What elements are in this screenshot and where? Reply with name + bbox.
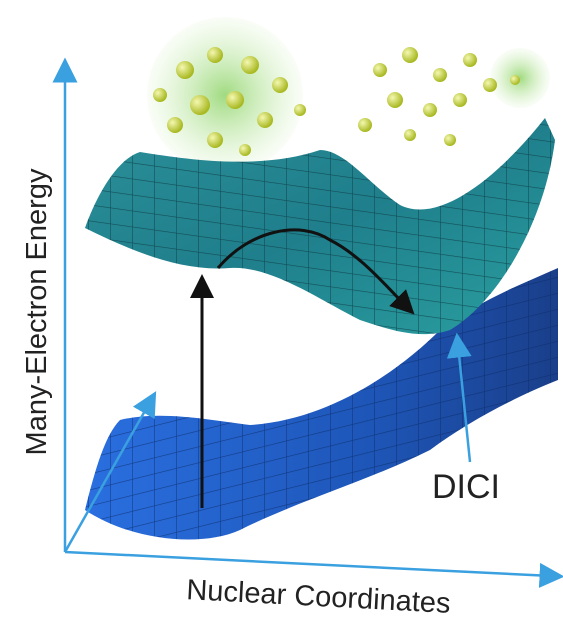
diagram: Many-Electron Energy Nuclear Coordinates… [0,0,563,622]
x-axis [65,552,552,576]
molecule-left [147,17,306,173]
y-axis-label: Many-Electron Energy [21,168,53,455]
upper-surface [85,118,555,334]
molecule-right [358,47,550,146]
x-axis-label: Nuclear Coordinates [186,574,452,620]
dici-label: DICI [432,468,500,506]
